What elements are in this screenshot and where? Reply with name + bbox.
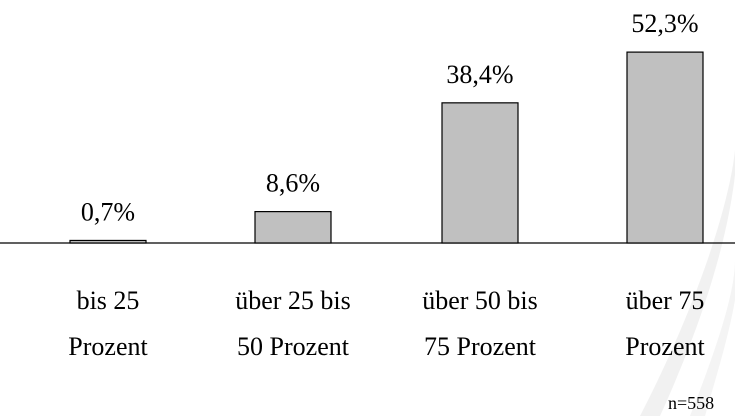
value-label: 38,4% [446,60,513,89]
x-tick-label: 75 Prozent [424,332,537,361]
bar [441,102,519,244]
x-tick-label: 50 Prozent [237,332,350,361]
x-tick-label: über 75 [626,286,705,315]
background-swoosh [690,260,735,416]
bar [69,239,147,244]
bar [254,211,332,244]
sample-size-note: n=558 [668,393,714,413]
x-tick-label: über 25 bis [235,286,351,315]
x-tick-label: Prozent [68,332,148,361]
bar [626,51,704,244]
value-label: 0,7% [81,197,135,226]
value-label: 52,3% [631,9,698,38]
value-label: 8,6% [266,169,320,198]
x-tick-label: bis 25 [77,286,140,315]
x-tick-label: über 50 bis [422,286,538,315]
x-tick-label: Prozent [625,332,705,361]
